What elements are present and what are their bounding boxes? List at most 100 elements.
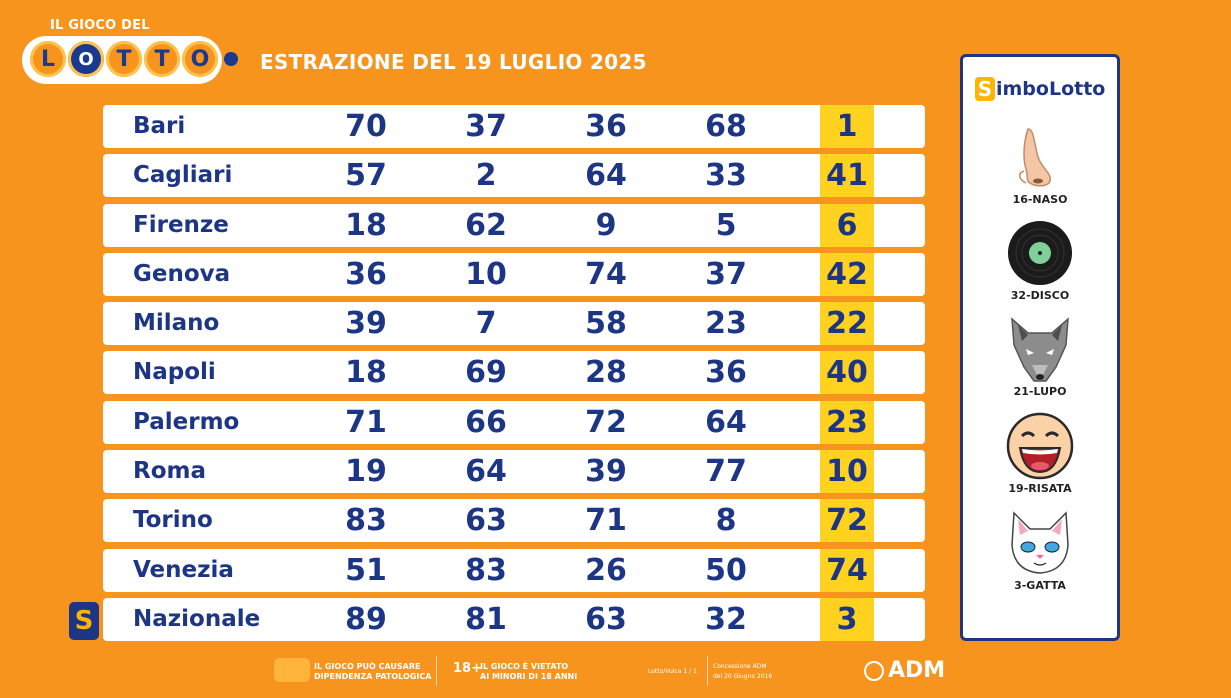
result-row-venezia: Venezia 51 83 26 50 74 bbox=[103, 548, 925, 592]
drawn-number: 28 bbox=[585, 355, 627, 391]
drawn-number: 36 bbox=[345, 256, 387, 292]
drawn-number: 77 bbox=[705, 454, 747, 490]
drawn-number: 57 bbox=[345, 158, 387, 194]
logo-pill: L O T T O bbox=[24, 38, 238, 82]
drawn-number: 36 bbox=[585, 109, 627, 144]
age-warning: IL GIOCO È VIETATO AI MINORI DI 18 ANNI bbox=[480, 662, 578, 681]
result-row-roma: Roma 19 64 39 77 10 bbox=[103, 450, 925, 494]
drawn-number: 71 bbox=[585, 503, 627, 539]
highlighted-number: 41 bbox=[820, 154, 874, 198]
city-name: Genova bbox=[133, 260, 231, 287]
lotto-logo: IL GIOCO DEL L O T T O bbox=[22, 18, 238, 90]
result-row-torino: Torino 83 63 71 8 72 bbox=[103, 499, 925, 543]
result-row-palermo: Palermo 71 66 72 64 23 bbox=[103, 400, 925, 444]
symbol-lupo: 21-LUPO bbox=[963, 315, 1117, 398]
drawn-number: 70 bbox=[345, 109, 387, 144]
cat-icon bbox=[1004, 509, 1076, 577]
addiction-warning: IL GIOCO PUÒ CAUSARE DIPENDENZA PATOLOGI… bbox=[314, 662, 432, 681]
simbolotto-title: imboLotto bbox=[996, 78, 1106, 100]
drawn-number: 18 bbox=[345, 207, 387, 243]
drawn-number: 63 bbox=[465, 503, 507, 539]
nose-icon bbox=[1004, 123, 1076, 191]
drawn-number: 71 bbox=[345, 404, 387, 440]
drawn-number: 69 bbox=[465, 355, 507, 391]
logo-letter: L bbox=[30, 41, 66, 77]
city-name: Torino bbox=[133, 507, 213, 534]
drawn-number: 58 bbox=[585, 306, 627, 342]
drawn-number: 19 bbox=[345, 454, 387, 490]
age-badge: 18+ bbox=[453, 661, 482, 676]
highlighted-number: 23 bbox=[820, 400, 874, 444]
footer-divider bbox=[707, 656, 708, 686]
drawn-number: 64 bbox=[465, 454, 507, 490]
city-name: Palermo bbox=[133, 408, 240, 435]
simbolotto-panel: S imboLotto 16-NASO 32-DISCO bbox=[960, 54, 1120, 641]
drawn-number: 63 bbox=[585, 601, 627, 637]
footer-divider bbox=[436, 656, 437, 686]
simbolotto-s-badge-icon: S bbox=[69, 601, 99, 640]
vinyl-disc-icon bbox=[1004, 219, 1076, 287]
symbol-label: 32-DISCO bbox=[1010, 289, 1070, 302]
drawn-number: 39 bbox=[345, 306, 387, 342]
drawn-number: 89 bbox=[345, 601, 387, 637]
highlighted-number: 22 bbox=[820, 302, 874, 346]
simbolotto-s-icon: S bbox=[975, 77, 995, 101]
drawn-number: 72 bbox=[585, 404, 627, 440]
page-title: ESTRAZIONE DEL 19 LUGLIO 2025 bbox=[260, 50, 647, 74]
city-name: Venezia bbox=[133, 556, 234, 583]
city-name: Cagliari bbox=[133, 162, 233, 189]
drawn-number: 36 bbox=[705, 355, 747, 391]
symbol-label: 21-LUPO bbox=[1013, 385, 1067, 398]
highlighted-number: 72 bbox=[820, 499, 874, 543]
wolf-icon bbox=[1004, 315, 1076, 383]
symbol-naso: 16-NASO bbox=[963, 123, 1117, 206]
result-row-nazionale: S Nazionale 89 81 63 32 3 bbox=[69, 597, 925, 641]
results-table: Bari 70 37 36 68 1 Cagliari 57 2 64 33 4… bbox=[69, 105, 925, 647]
result-row-genova: Genova 36 10 74 37 42 bbox=[103, 252, 925, 296]
drawn-number: 37 bbox=[705, 256, 747, 292]
drawn-number: 2 bbox=[475, 158, 497, 194]
drawn-number: 74 bbox=[585, 256, 627, 292]
footer-legal-bar: IL GIOCO PUÒ CAUSARE DIPENDENZA PATOLOGI… bbox=[270, 656, 960, 688]
city-name: Bari bbox=[133, 113, 186, 139]
drawn-number: 26 bbox=[585, 552, 627, 588]
highlighted-number: 74 bbox=[820, 548, 874, 592]
drawn-number: 83 bbox=[465, 552, 507, 588]
symbol-risata: 19-RISATA bbox=[963, 412, 1117, 495]
symbol-label: 3-GATTA bbox=[1014, 579, 1066, 592]
result-row-napoli: Napoli 18 69 28 36 40 bbox=[103, 351, 925, 395]
drawn-number: 81 bbox=[465, 601, 507, 637]
drawn-number: 62 bbox=[465, 207, 507, 243]
city-name: Nazionale bbox=[133, 605, 261, 632]
logo-letter: O bbox=[68, 41, 104, 77]
drawn-number: 10 bbox=[465, 256, 507, 292]
logo-letter: T bbox=[144, 41, 180, 77]
result-row-bari: Bari 70 37 36 68 1 bbox=[103, 105, 925, 148]
highlighted-number: 40 bbox=[820, 351, 874, 395]
highlighted-number: 42 bbox=[820, 252, 874, 296]
logo-dot-icon bbox=[224, 52, 238, 66]
symbol-disco: 32-DISCO bbox=[963, 219, 1117, 302]
adm-brand: ADM bbox=[888, 658, 946, 683]
logo-letter: O bbox=[182, 41, 218, 77]
drawn-number: 83 bbox=[345, 503, 387, 539]
simbolotto-logo: S imboLotto bbox=[975, 77, 1105, 101]
highlighted-number: 1 bbox=[820, 105, 874, 148]
laughing-face-icon bbox=[1004, 412, 1076, 480]
odds-note: Lotto/Vulca 1 / 1 bbox=[648, 668, 697, 675]
city-name: Roma bbox=[133, 458, 206, 485]
drawn-number: 7 bbox=[475, 306, 497, 342]
drawn-number: 32 bbox=[705, 601, 747, 637]
drawn-number: 68 bbox=[705, 109, 747, 144]
symbol-label: 16-NASO bbox=[1012, 193, 1068, 206]
logo-letter: T bbox=[106, 41, 142, 77]
city-name: Firenze bbox=[133, 211, 229, 238]
adm-seal-icon bbox=[864, 661, 884, 681]
result-row-milano: Milano 39 7 58 23 22 bbox=[103, 302, 925, 346]
drawn-number: 66 bbox=[465, 404, 507, 440]
license-note: Concessione ADM del 20 Giugno 2016 bbox=[713, 663, 773, 680]
gioca-responsabile-logo bbox=[274, 658, 310, 682]
symbol-label: 19-RISATA bbox=[1008, 482, 1072, 495]
drawn-number: 18 bbox=[345, 355, 387, 391]
city-name: Napoli bbox=[133, 359, 216, 386]
